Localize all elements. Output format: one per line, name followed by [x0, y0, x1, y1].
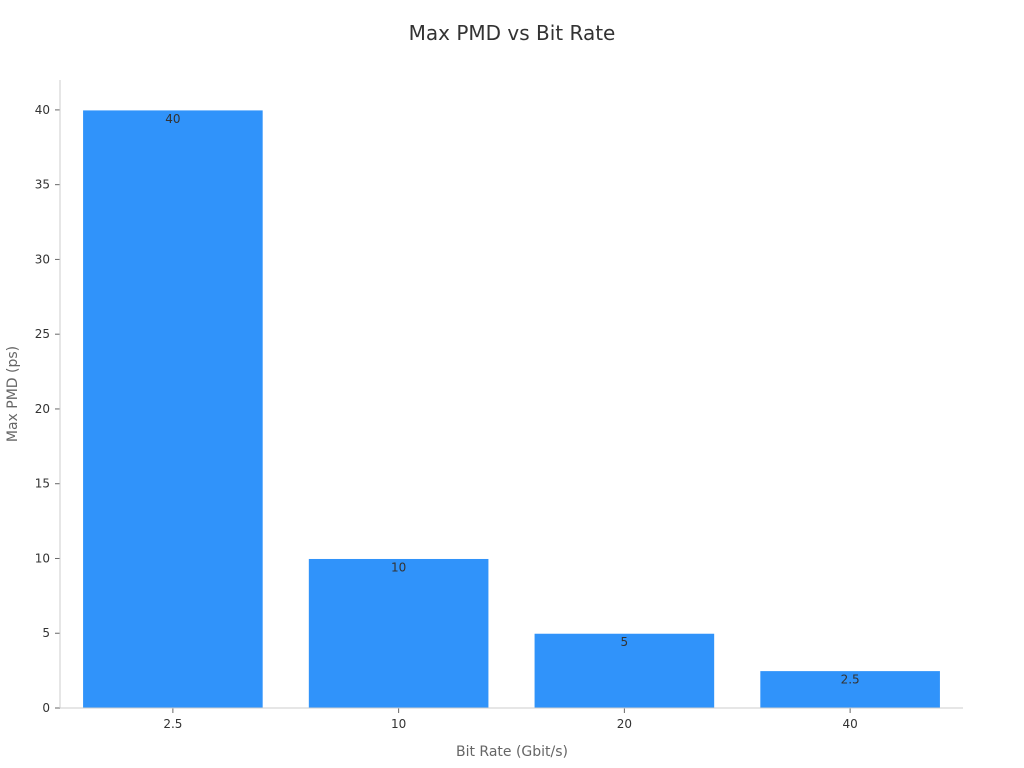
x-tick-label: 2.5 — [163, 717, 182, 731]
y-tick-label: 25 — [35, 327, 50, 341]
data-label: 10 — [391, 560, 406, 574]
x-tick-label: 40 — [842, 717, 857, 731]
bar-2.5 — [82, 109, 264, 709]
bar-20 — [533, 632, 716, 709]
data-label: 2.5 — [841, 673, 860, 687]
y-tick-label: 30 — [35, 252, 50, 266]
y-tick-label: 0 — [42, 701, 50, 715]
x-tick-label: 20 — [617, 717, 632, 731]
bar-10 — [307, 557, 490, 709]
y-axis-title: Max PMD (ps) — [5, 346, 21, 442]
plot-area: 0 5 10 15 20 25 30 35 40 2.5 40 10 10 20 5 40 2.5 — [35, 103, 941, 731]
bar-40 — [759, 670, 941, 709]
y-tick-label: 15 — [35, 477, 50, 491]
y-tick-label: 35 — [35, 178, 50, 192]
data-label: 5 — [621, 635, 629, 649]
chart-title: Max PMD vs Bit Rate — [409, 21, 616, 45]
x-axis-title: Bit Rate (Gbit/s) — [456, 744, 568, 760]
data-label: 40 — [165, 112, 180, 126]
y-tick-label: 20 — [35, 402, 50, 416]
y-tick-label: 40 — [35, 103, 50, 117]
y-tick-label: 10 — [35, 551, 50, 565]
y-tick-label: 5 — [42, 626, 50, 640]
x-tick-label: 10 — [391, 717, 406, 731]
